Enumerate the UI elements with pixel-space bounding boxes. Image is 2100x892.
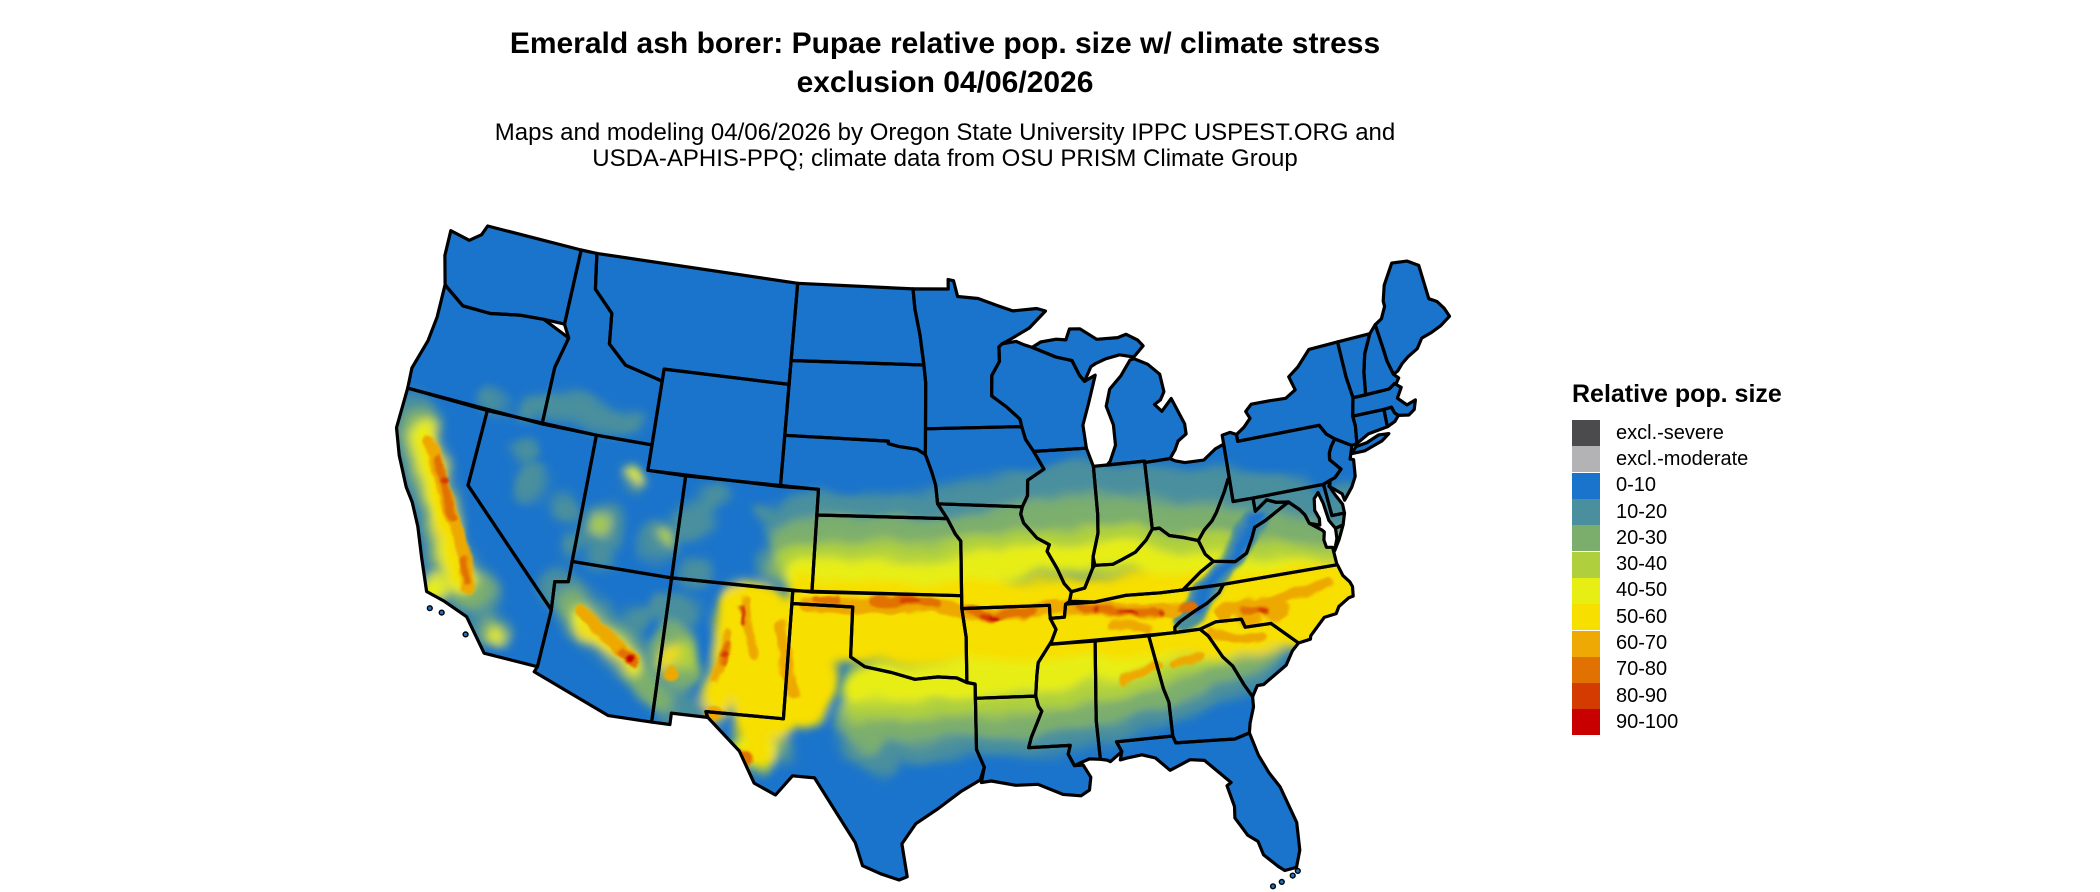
legend-item: 60-70 — [1572, 630, 1782, 657]
legend-swatch — [1572, 683, 1600, 710]
legend-item: 30-40 — [1572, 551, 1782, 578]
legend-item: 90-100 — [1572, 709, 1782, 736]
legend-item: 40-50 — [1572, 577, 1782, 604]
legend-swatch — [1572, 656, 1600, 683]
legend-swatch — [1572, 525, 1600, 552]
legend-label: 20-30 — [1616, 526, 1668, 549]
legend-label: 10-20 — [1616, 500, 1668, 523]
legend-swatch — [1572, 446, 1600, 473]
legend-swatch — [1572, 709, 1600, 736]
legend: Relative pop. size excl.-severe excl.-mod… — [1572, 380, 1782, 736]
legend-label: 80-90 — [1616, 684, 1668, 707]
state-borders — [394, 224, 1452, 882]
legend-swatch — [1572, 577, 1600, 604]
header: Emerald ash borer: Pupae relative pop. s… — [0, 0, 1890, 172]
legend-label: excl.-severe — [1616, 421, 1724, 444]
state-md — [1251, 482, 1347, 530]
legend-item: excl.-severe — [1572, 420, 1782, 447]
legend-label: 90-100 — [1616, 710, 1679, 733]
legend-label: 0-10 — [1616, 474, 1657, 497]
legend-item: excl.-moderate — [1572, 446, 1782, 473]
state-nj — [1327, 437, 1357, 502]
legend-swatch — [1572, 604, 1600, 631]
legend-swatch — [1572, 551, 1600, 578]
state-fl — [1114, 731, 1302, 873]
legend-item: 50-60 — [1572, 604, 1782, 631]
legend-swatch — [1572, 630, 1600, 657]
map-subtitle: Maps and modeling 04/06/2026 by Oregon S… — [0, 120, 1890, 172]
legend-item: 10-20 — [1572, 499, 1782, 526]
legend-item: 0-10 — [1572, 472, 1782, 499]
legend-label: 50-60 — [1616, 605, 1668, 628]
islands — [426, 605, 1301, 890]
legend-item: 80-90 — [1572, 683, 1782, 710]
legend-item: 20-30 — [1572, 525, 1782, 552]
legend-item: 70-80 — [1572, 656, 1782, 683]
state-me — [1373, 259, 1452, 376]
state-nc — [1173, 563, 1355, 645]
subtitle-line-1: Maps and modeling 04/06/2026 by Oregon S… — [494, 119, 1396, 146]
title-line-2: exclusion 04/06/2026 — [796, 66, 1094, 99]
legend-label: 70-80 — [1616, 658, 1668, 681]
map-fill-layers — [396, 226, 1450, 880]
legend-swatch — [1572, 420, 1600, 447]
state-nyli — [1349, 432, 1391, 456]
state-tx — [704, 601, 986, 882]
legend-items: excl.-severe excl.-moderate 0-10 10-20 20-30… — [1572, 420, 1782, 736]
map-title: Emerald ash borer: Pupae relative pop. s… — [0, 0, 1890, 102]
legend-label: excl.-moderate — [1616, 447, 1749, 470]
legend-label: 30-40 — [1616, 553, 1668, 576]
state-mi1 — [1104, 357, 1188, 467]
title-line-1: Emerald ash borer: Pupae relative pop. s… — [509, 27, 1381, 60]
legend-swatch — [1572, 499, 1600, 526]
state-mi2 — [1030, 327, 1145, 383]
subtitle-line-2: USDA-APHIS-PPQ; climate data from OSU PR… — [592, 145, 1298, 172]
legend-label: 60-70 — [1616, 632, 1668, 655]
legend-title: Relative pop. size — [1572, 380, 1782, 408]
legend-label: 40-50 — [1616, 579, 1668, 602]
legend-swatch — [1572, 472, 1600, 499]
